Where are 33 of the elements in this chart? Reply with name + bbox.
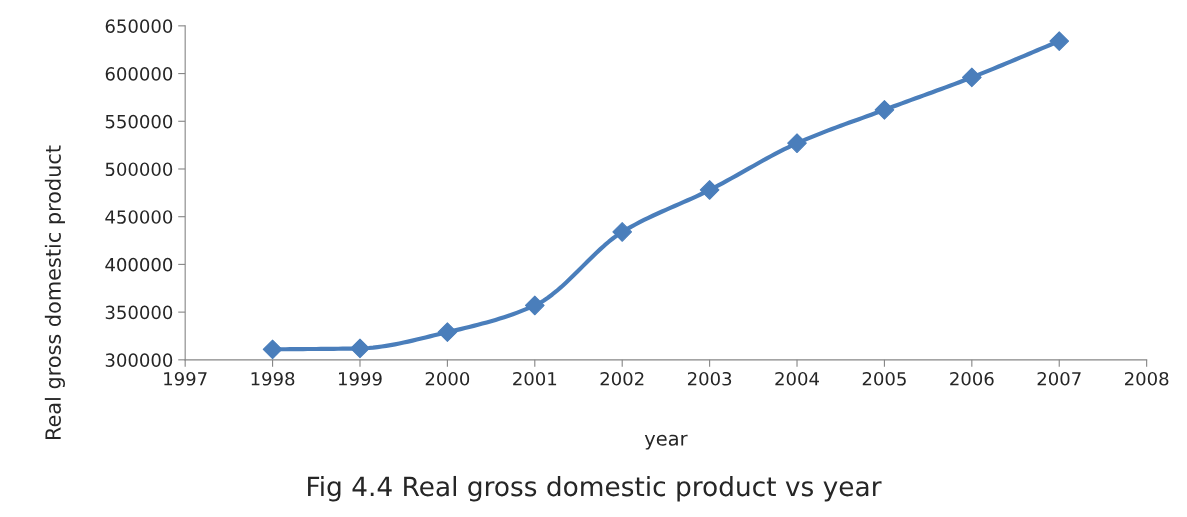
y-tick-label: 500000 (105, 162, 173, 177)
x-tick-label: 2006 (950, 371, 994, 386)
y-tick-label: 600000 (105, 67, 173, 81)
point (437, 322, 458, 343)
y-tick-label: 400000 (105, 257, 173, 272)
x-tick-label: 1998 (251, 371, 295, 386)
y-tick-label: 350000 (105, 305, 173, 320)
point (1049, 31, 1070, 51)
x-tick-label: 2002 (600, 371, 644, 386)
x-tick-label: 1997 (164, 371, 207, 386)
x-tick-label: 2008 (1124, 371, 1169, 386)
text: Fig 4.4 Real gross domestic product vs year (308, 475, 882, 502)
x-tick-label: 2005 (862, 371, 906, 386)
x-tick-label: 2004 (775, 371, 819, 386)
point (961, 67, 982, 88)
x-tick-label: 2000 (425, 371, 470, 386)
y-tick-label: 550000 (105, 114, 173, 129)
y-tick-label: 450000 (105, 210, 173, 224)
x-tick-label: 2007 (1037, 371, 1081, 386)
point (612, 222, 633, 242)
point (262, 339, 283, 360)
x-tick-label: 2003 (687, 371, 732, 386)
y-tick-label: 300000 (105, 353, 173, 367)
y-axis-title: Real gross domestic product (44, 145, 65, 439)
point (874, 99, 895, 120)
point (350, 338, 370, 359)
point (524, 295, 545, 316)
point (699, 180, 720, 200)
x-tick-label: 1999 (338, 371, 382, 386)
point (787, 133, 807, 154)
x-axis-title: year (644, 434, 688, 450)
x-tick-label: 2001 (513, 371, 557, 386)
y-tick-label: 650000 (105, 19, 173, 33)
